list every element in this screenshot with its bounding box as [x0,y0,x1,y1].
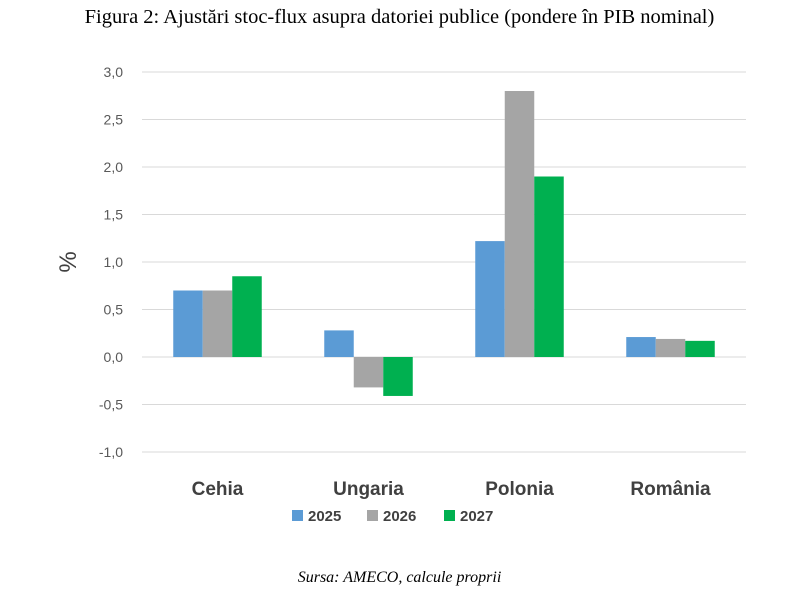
legend-label: 2026 [383,508,416,525]
bars [173,91,715,396]
bar-2026-Ungaria [353,357,384,388]
bar-2026-România [655,338,686,357]
bar-2025-Polonia [475,241,505,357]
y-tick-label: 2,0 [104,159,124,175]
legend-label: 2025 [308,508,341,525]
legend-swatch-2025 [292,510,303,521]
bar-2025-Ungaria [324,330,354,357]
y-tick-label: 1,5 [104,207,124,223]
bar-2025-România [626,337,656,357]
category-label: Cehia [192,479,244,500]
bar-2026-Polonia [504,91,535,357]
y-tick-label: 1,0 [104,254,124,270]
bar-2027-Cehia [232,276,262,357]
category-label: Polonia [485,479,554,500]
bar-2026-Cehia [202,290,233,357]
category-label: România [630,479,711,500]
y-tick-label: 0,0 [104,349,124,365]
y-tick-label: 0,5 [104,302,124,318]
y-axis-label: % [55,251,82,272]
category-label: Ungaria [333,479,404,500]
y-tick-label: -0,5 [99,397,123,413]
y-tick-label: -1,0 [99,444,123,460]
x-axis-categories: Cehia Ungaria Polonia România [192,479,711,500]
figure-title: Figura 2: Ajustări stoc-flux asupra dato… [84,6,715,28]
gridlines [142,71,746,453]
bar-2027-Polonia [534,176,564,357]
legend-swatch-2027 [444,510,455,521]
y-axis-ticks: -1,0 -0,5 0,0 0,5 1,0 1,5 2,0 2,5 3,0 [99,64,123,460]
source-note: Sursa: AMECO, calcule proprii [297,569,502,586]
y-tick-label: 2,5 [104,112,124,128]
legend-swatch-2026 [367,510,378,521]
legend: 2025 2026 2027 [292,508,493,525]
bar-2025-Cehia [173,290,203,357]
bar-2027-Ungaria [383,357,413,396]
y-tick-label: 3,0 [104,64,124,80]
bar-2027-România [685,340,715,357]
legend-label: 2027 [460,508,493,525]
